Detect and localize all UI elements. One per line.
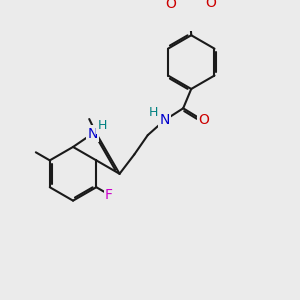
Text: O: O — [199, 113, 210, 127]
Text: N: N — [159, 113, 170, 128]
Text: O: O — [205, 0, 216, 10]
Text: H: H — [148, 106, 158, 119]
Text: N: N — [88, 127, 98, 140]
Text: O: O — [165, 0, 176, 11]
Text: H: H — [97, 119, 107, 132]
Text: F: F — [105, 188, 113, 202]
